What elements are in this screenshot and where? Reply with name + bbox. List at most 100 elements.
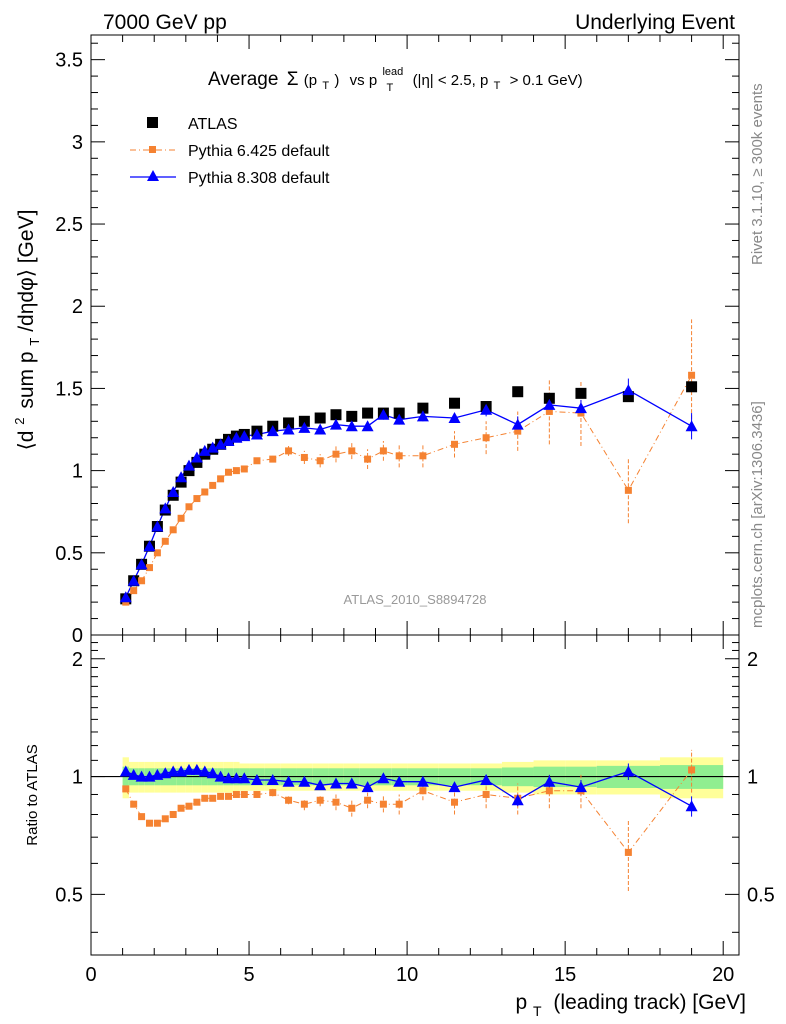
pythia6-point xyxy=(514,427,522,435)
x-tick-label: 20 xyxy=(712,964,734,986)
pythia6-point xyxy=(451,440,459,448)
ratio-pythia8-point xyxy=(345,777,358,789)
ratio-pythia6-point xyxy=(161,815,169,823)
main-data-marks xyxy=(119,319,698,606)
pythia8-point xyxy=(685,420,698,432)
ratio-pythia6-point xyxy=(145,819,153,827)
title-sub-t2: T xyxy=(387,82,394,94)
xlabel-p: p xyxy=(515,991,527,1014)
ratio-pythia8-point xyxy=(377,772,390,784)
ratio-pythia6-point xyxy=(185,802,193,810)
main-y-tick-label: 0 xyxy=(72,625,83,647)
atlas-point xyxy=(283,417,295,429)
ratio-pythia8-point xyxy=(198,765,211,777)
legend-item-atlas: ATLAS xyxy=(147,116,238,133)
legend-label-pythia6: Pythia 6.425 default xyxy=(188,143,330,160)
pythia8-point xyxy=(622,384,635,396)
ratio-pythia6-line xyxy=(125,769,692,854)
pythia6-point xyxy=(285,447,293,455)
pythia6-point xyxy=(269,455,277,463)
legend-label-atlas: ATLAS xyxy=(188,116,238,133)
ratio-pythia8-point xyxy=(222,772,235,784)
ratio-pythia8-point xyxy=(511,794,524,806)
ratio-pythia8-point xyxy=(480,773,493,785)
x-tick-label: 0 xyxy=(85,964,96,986)
pythia8-point xyxy=(511,418,524,430)
pythia6-point xyxy=(185,503,193,511)
ratio-pythia8-point xyxy=(266,773,279,785)
ylabel-open: ⟨d xyxy=(15,431,38,451)
ratio-uncertainty-bands xyxy=(91,757,739,799)
ratio-pythia6-point xyxy=(285,796,293,804)
pythia8-line xyxy=(125,389,692,598)
pythia8-point xyxy=(329,418,342,430)
pythia6-point xyxy=(395,452,403,460)
ylabel-mid: sum p xyxy=(15,351,38,408)
ratio-pythia6-point xyxy=(545,787,553,795)
pythia8-point xyxy=(574,402,587,414)
pythia8-point xyxy=(314,423,327,435)
pythia6-point xyxy=(153,549,161,557)
ratio-pythia8-point xyxy=(448,781,461,793)
main-y-tick-label: 2.5 xyxy=(55,214,83,236)
ratio-pythia8-point xyxy=(543,775,556,787)
ylabel-sup2: 2 xyxy=(12,417,27,424)
title-sup-lead: lead xyxy=(382,66,403,78)
main-y-axis-label: ⟨d 2 sum p T /dηdφ⟩ [GeV] xyxy=(6,210,44,451)
pythia8-point xyxy=(190,451,203,463)
pythia6-point xyxy=(253,457,261,465)
ratio-pythia6-point xyxy=(419,787,427,795)
legend-marker-pythia6 xyxy=(149,146,156,153)
legend: ATLAS Pythia 6.425 default Pythia 8.308 … xyxy=(130,116,330,187)
ratio-y-tick-label-right: 2 xyxy=(747,649,758,671)
title-sub-t3: T xyxy=(494,80,501,92)
x-tick-label: 5 xyxy=(243,964,254,986)
title-average: Average xyxy=(208,69,278,90)
title-sigma-close: ) xyxy=(334,72,339,89)
pythia6-point xyxy=(232,467,240,475)
ratio-pythia8-line xyxy=(125,769,692,807)
pythia8-point xyxy=(238,430,251,442)
atlas-point xyxy=(622,391,634,403)
ratio-pythia8-point xyxy=(214,770,227,782)
legend-marker-pythia8 xyxy=(147,170,159,181)
x-axis-label: p T (leading track) [GeV] xyxy=(515,991,746,1021)
pythia8-point xyxy=(214,438,227,450)
ratio-pythia6-point xyxy=(232,790,240,798)
ratio-pythia8-point xyxy=(282,775,295,787)
pythia6-point xyxy=(225,468,233,476)
x-tick-label: 15 xyxy=(554,964,576,986)
ratio-pythia8-point xyxy=(314,779,327,791)
pythia8-point xyxy=(167,485,180,497)
ratio-pythia8-point xyxy=(167,765,180,777)
pythia8-point xyxy=(345,420,358,432)
pythia6-point xyxy=(332,450,340,458)
pythia6-point xyxy=(300,453,308,461)
pythia6-point xyxy=(169,526,177,534)
ratio-pythia6-point xyxy=(348,804,356,812)
atlas-point xyxy=(393,407,405,419)
atlas-point xyxy=(543,392,555,404)
ratio-pythia6-point xyxy=(316,796,324,804)
ratio-panel: 0.5 0.51 12 20 5 10 15 20 Ratio to ATLAS p T (l… xyxy=(24,634,775,1021)
ratio-frame xyxy=(90,634,740,956)
pythia8-point xyxy=(377,408,390,420)
ratio-y-tick-label: 0.5 xyxy=(55,884,83,906)
main-y-tick-label: 1 xyxy=(72,461,83,483)
main-y-tick-label: 1.5 xyxy=(55,378,83,400)
main-y-tick-label: 3 xyxy=(72,132,83,154)
title-vs: vs p xyxy=(350,72,378,89)
ratio-data-marks xyxy=(119,749,698,892)
ratio-y-tick-label: 1 xyxy=(72,767,83,789)
ratio-pythia8-point xyxy=(127,768,140,780)
pythia6-point xyxy=(240,465,248,473)
ratio-pythia8-point xyxy=(416,775,429,787)
ratio-pythia6-point xyxy=(300,800,308,808)
legend-label-pythia8: Pythia 8.308 default xyxy=(188,170,330,187)
ratio-pythia8-point xyxy=(574,781,587,793)
pythia6-point xyxy=(482,434,490,442)
ratio-pythia8-point xyxy=(238,772,251,784)
ratio-pythia6-point xyxy=(451,798,459,806)
pythia6-point xyxy=(177,514,185,522)
atlas-point xyxy=(512,386,524,398)
